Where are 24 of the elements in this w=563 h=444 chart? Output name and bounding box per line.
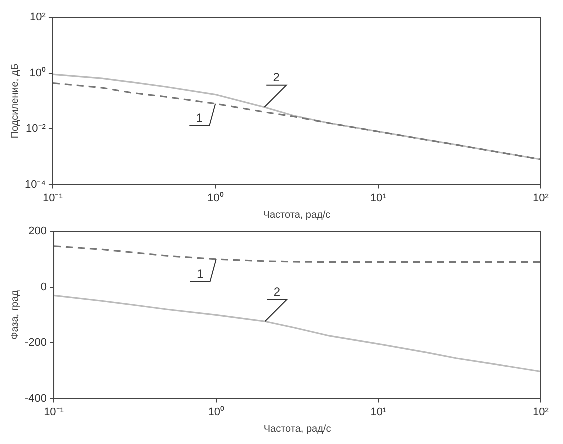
text: 2 [274, 284, 281, 299]
x-tick-label: 10⁻¹ [43, 192, 64, 204]
x-tick-label: 10² [533, 406, 550, 418]
x-axis-title: Частота, рад/с [264, 424, 332, 435]
y-tick-label: 0 [40, 281, 48, 294]
series-label: 1 [196, 111, 204, 126]
y-tick-label: 200 [28, 226, 48, 238]
x-tick-label: 10⁰ [208, 405, 224, 418]
x-tick-label: 10⁻¹ [44, 406, 64, 418]
y-tick-label: -200 [24, 337, 48, 350]
series-label: 1 [197, 266, 204, 281]
y-tick-label: 10⁰ [30, 66, 46, 80]
text: 2 [273, 70, 280, 85]
y-tick-label: -400 [24, 392, 48, 405]
x-axis-title: Частота, рад/с [263, 210, 331, 221]
x-tick-label: 10⁰ [208, 191, 224, 204]
y-tick-label: 10⁻² [26, 123, 46, 136]
x-tick-label: 10¹ [370, 192, 387, 204]
y-tick-label: 10⁻⁴ [24, 178, 46, 191]
x-tick-label: 10² [533, 192, 550, 204]
y-tick-label: 10² [30, 12, 46, 24]
x-tick-label: 10¹ [370, 406, 387, 418]
y-axis-title: Фаза, град [10, 290, 21, 340]
y-axis-title: Подсиление, дБ [10, 63, 21, 139]
